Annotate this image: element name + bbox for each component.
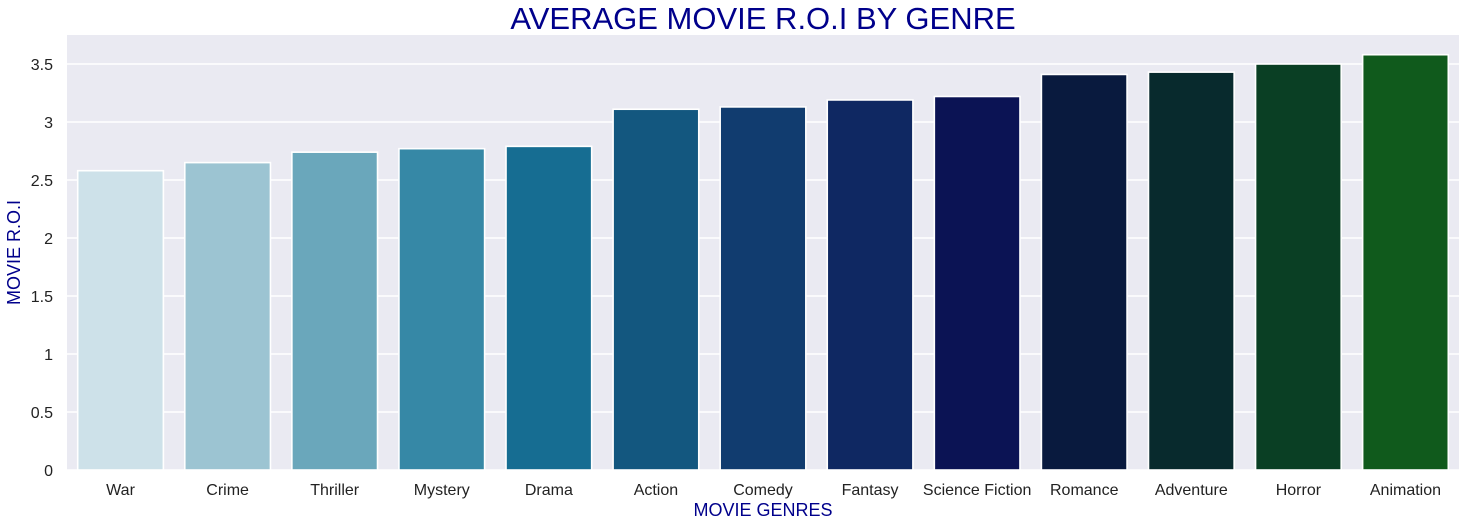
bar-fantasy [826,99,914,471]
y-axis-label: MOVIE R.O.I [4,200,24,305]
y-tick-label: 0.5 [31,405,53,422]
bar-action [612,108,700,471]
bar-science-fiction [933,95,1021,471]
x-tick-label: Fantasy [842,482,899,499]
x-tick-label: Action [634,482,678,499]
bar-horror [1254,63,1343,471]
bar-thriller [291,151,379,471]
bar-comedy [719,106,807,471]
x-tick-label: Romance [1050,482,1119,499]
x-tick-label: Comedy [733,482,793,499]
x-tick-label: Drama [525,482,573,499]
chart-title: AVERAGE MOVIE R.O.I BY GENRE [510,1,1015,36]
x-tick-label: Thriller [310,482,360,499]
x-tick-labels: War Crime Thriller Mystery Drama Action Comedy… [106,482,1441,499]
x-tick-label: Animation [1370,482,1441,499]
x-tick-label: Mystery [414,482,470,499]
bar-crime [183,161,272,471]
x-tick-label: War [106,482,135,499]
x-axis-label: MOVIE GENRES [693,500,832,520]
bar-animation [1361,53,1450,471]
bar-adventure [1147,71,1235,471]
x-tick-label: Crime [206,482,249,499]
bar-mystery [398,147,486,471]
y-tick-label: 3 [44,115,53,132]
bar-war [76,169,165,471]
x-tick-label: Science Fiction [923,482,1032,499]
x-tick-label: Adventure [1155,482,1228,499]
y-tick-label: 3.5 [31,57,53,74]
bar-romance [1040,73,1128,471]
y-tick-labels: 0 0.5 1 1.5 2 2.5 3 3.5 [31,57,53,480]
y-tick-label: 1 [44,347,53,364]
x-tick-label: Horror [1276,482,1322,499]
y-tick-label: 1.5 [31,289,53,306]
bar-drama [505,145,593,471]
y-tick-label: 2.5 [31,173,53,190]
y-tick-label: 0 [44,463,53,480]
bars [76,53,1450,471]
y-tick-label: 2 [44,231,53,248]
